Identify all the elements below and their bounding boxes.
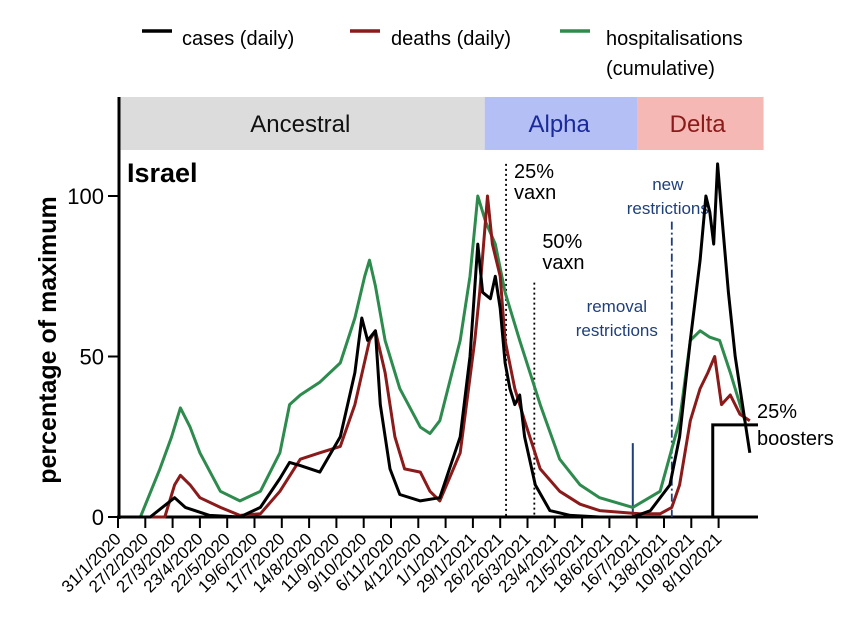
legend-label: cases (daily) (182, 28, 294, 50)
annotation-text: restrictions (627, 199, 709, 218)
legend-label: (cumulative) (606, 58, 715, 80)
annotation-text: vaxn (542, 252, 584, 274)
series-line-1 (150, 194, 751, 519)
series-line-0 (118, 162, 752, 519)
annotation-text: vaxn (514, 182, 556, 204)
boosters-text: boosters (757, 428, 834, 450)
annotation-text: new (652, 175, 684, 194)
variant-band-delta (637, 97, 764, 150)
boosters-step (711, 423, 758, 517)
y-tick-label: 100 (67, 184, 104, 209)
variant-band-ancestral (120, 97, 485, 150)
variant-band-alpha (484, 97, 638, 150)
legend-label: hospitalisations (606, 28, 743, 50)
chart-title: Israel (127, 158, 198, 188)
y-tick-label: 0 (92, 505, 104, 530)
annotation-text: 50% (542, 231, 582, 253)
boosters-text: 25% (757, 401, 797, 423)
annotation-text: 25% (514, 161, 554, 183)
annotation-text: restrictions (576, 321, 658, 340)
legend-label: deaths (daily) (391, 28, 511, 50)
series-line-2 (139, 194, 747, 518)
annotation-text: removal (587, 297, 647, 316)
y-axis-label: percentage of maximum (34, 196, 62, 484)
variant-label: Ancestral (250, 111, 350, 138)
variant-label: Delta (670, 111, 727, 138)
variant-label: Alpha (528, 111, 590, 138)
y-tick-label: 50 (80, 345, 104, 370)
